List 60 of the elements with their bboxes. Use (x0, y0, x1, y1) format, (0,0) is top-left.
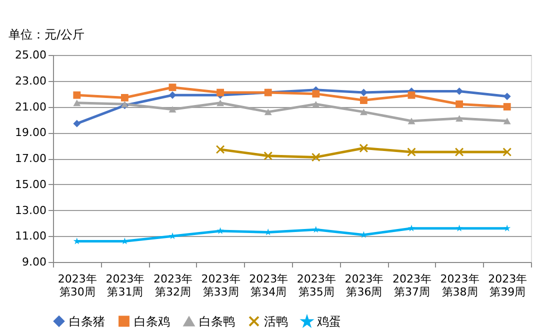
point (312, 226, 320, 233)
point (456, 100, 464, 108)
y-tick-label: 23.00 (15, 74, 46, 88)
point (312, 100, 320, 108)
legend-label: 白条鸭 (199, 314, 235, 329)
point (456, 224, 463, 232)
point (407, 148, 416, 156)
point (73, 91, 81, 99)
legend-label: 活鸭 (264, 314, 288, 328)
point (503, 92, 511, 100)
y-tick-label: 19.00 (15, 126, 46, 140)
point (168, 84, 176, 92)
point (73, 100, 81, 106)
point (504, 224, 511, 232)
y-tick-label: 21.00 (15, 100, 46, 114)
point (408, 118, 416, 124)
y-tick-label: 15.00 (15, 178, 46, 191)
legend-label: 鸡蛋 (316, 314, 341, 329)
legend-label: 白条猪 (69, 314, 105, 328)
x-tick-label: 2023年第33周 (201, 272, 240, 298)
point (408, 91, 416, 99)
point (502, 148, 512, 156)
point (73, 238, 80, 244)
point (168, 106, 176, 113)
point (360, 108, 368, 116)
point (408, 224, 416, 232)
point (454, 148, 464, 156)
y-tick-label: 11.00 (15, 230, 46, 243)
point (73, 120, 81, 128)
point (216, 227, 224, 234)
x-tick-label: 2023年第38周 (440, 272, 480, 298)
point (216, 100, 224, 106)
y-axis-title: 单位：元/公斤 (8, 28, 85, 42)
point (311, 152, 320, 162)
point (456, 88, 464, 95)
x-tick-label: 2023年第31周 (106, 272, 145, 298)
point (216, 88, 224, 96)
point (360, 96, 368, 104)
y-tick-label: 13.00 (15, 204, 46, 217)
point (168, 91, 176, 99)
x-tick-label: 2023年第32周 (154, 272, 192, 298)
point (503, 103, 511, 110)
point (312, 90, 320, 98)
point (456, 115, 464, 122)
point (264, 108, 272, 116)
x-tick-label: 2023年第35周 (296, 272, 336, 298)
x-tick-label: 2023年第39周 (488, 272, 528, 298)
point (120, 94, 128, 102)
y-tick-label: 25.00 (15, 48, 46, 62)
legend-label: 白条鸡 (134, 314, 170, 328)
x-tick-label: 2023年第36周 (344, 272, 384, 298)
point (503, 118, 511, 124)
y-tick-label: 9.00 (22, 256, 46, 268)
y-tick-label: 17.00 (15, 152, 46, 165)
point (359, 144, 368, 153)
point (216, 144, 225, 154)
x-tick-label: 2023年第34周 (249, 272, 288, 298)
point (264, 151, 273, 160)
x-tick-label: 2023年第30周 (58, 272, 97, 298)
x-tick-label: 2023年第37周 (392, 272, 432, 298)
